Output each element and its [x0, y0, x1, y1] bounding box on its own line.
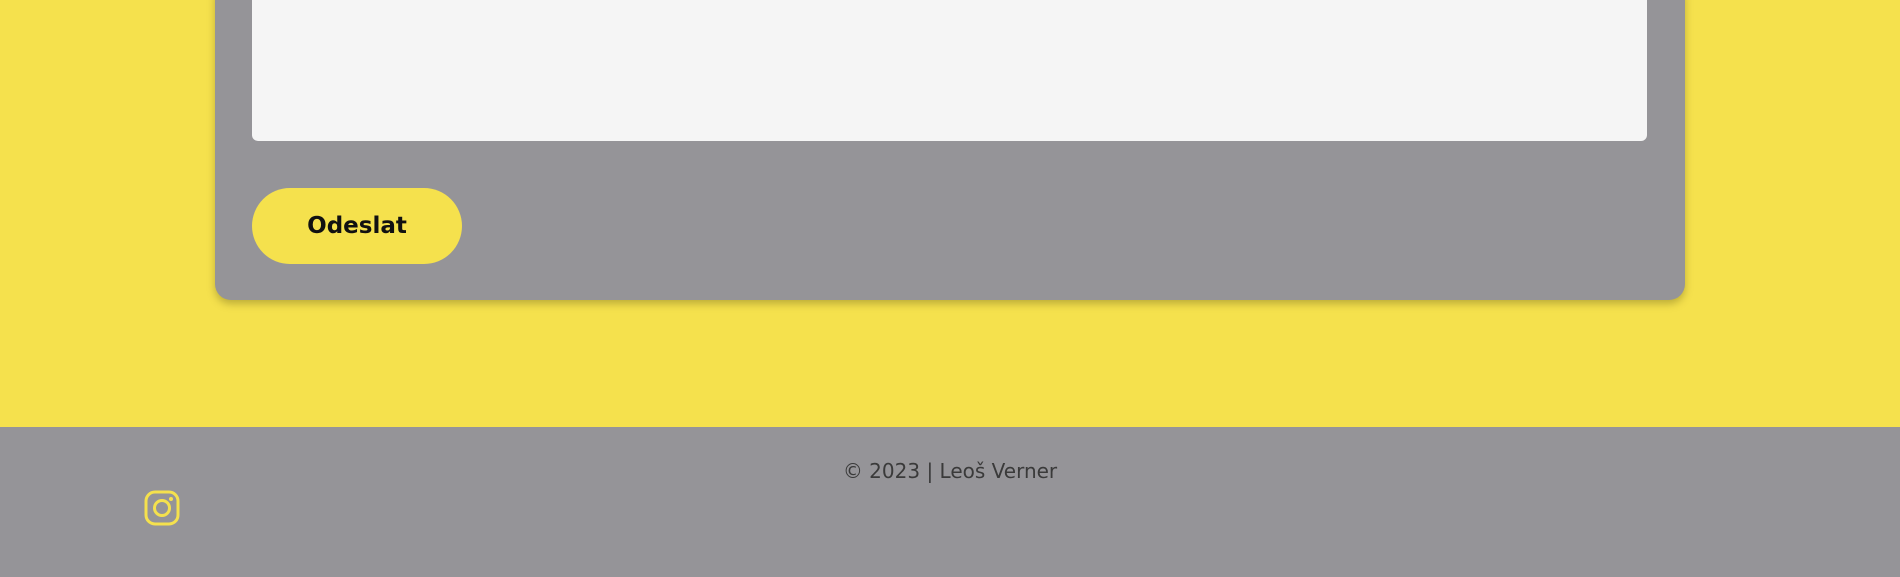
submit-button[interactable]: Odeslat	[252, 188, 462, 264]
instagram-icon	[144, 490, 180, 526]
contact-section: Odeslat	[0, 0, 1900, 427]
footer: © 2023 | Leoš Verner	[0, 427, 1900, 577]
message-textarea[interactable]	[252, 0, 1647, 141]
contact-form: Odeslat	[215, 0, 1685, 300]
copyright-text: © 2023 | Leoš Verner	[842, 459, 1058, 483]
instagram-link[interactable]	[144, 490, 180, 526]
